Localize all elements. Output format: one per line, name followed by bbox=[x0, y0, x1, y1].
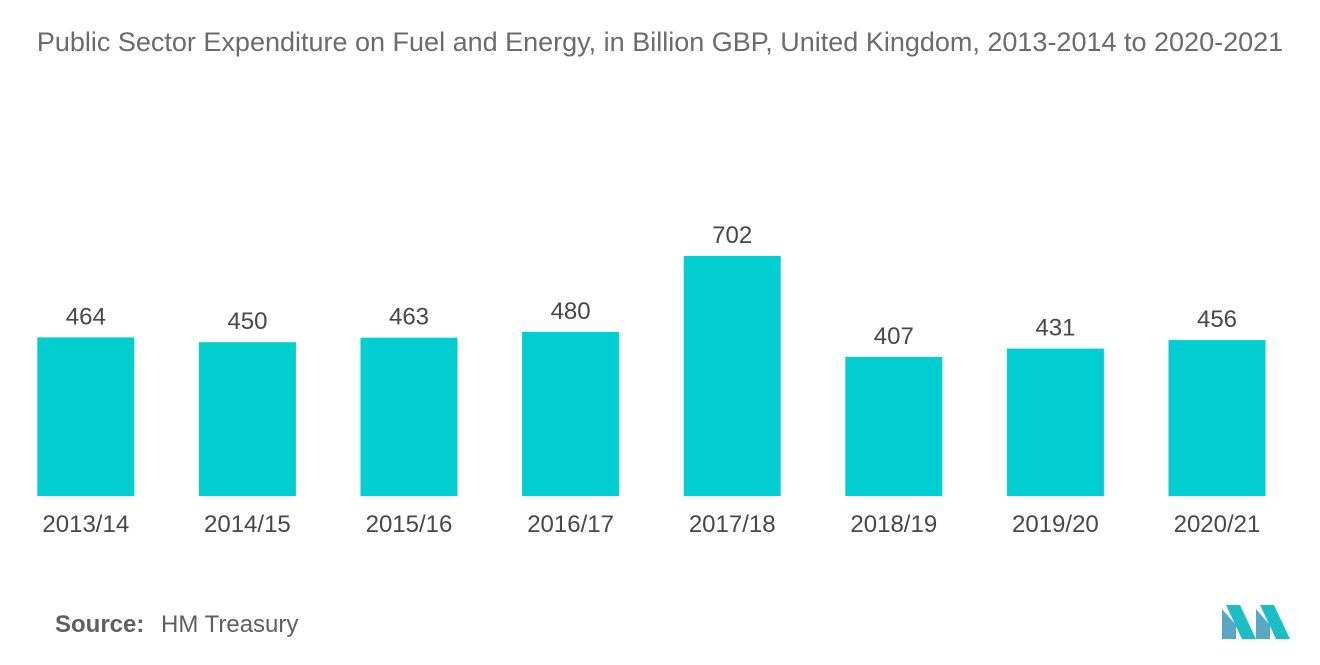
value-labels-layer: 464 450 463 480 702 407 431 456 bbox=[66, 222, 1237, 350]
source-value: HM Treasury bbox=[161, 611, 299, 638]
bar-2018/19 bbox=[845, 356, 943, 496]
bars-layer bbox=[37, 256, 1266, 496]
source-label: Source: bbox=[55, 611, 145, 638]
bar-2013/14 bbox=[37, 337, 135, 496]
bar-2020/21 bbox=[1168, 340, 1266, 496]
bar-2015/16 bbox=[360, 337, 458, 496]
bar-2019/20 bbox=[1006, 348, 1104, 496]
x-tick-label-2019/20: 2019/20 bbox=[1012, 511, 1099, 538]
bar-2016/17 bbox=[522, 331, 620, 496]
x-tick-label-2013/14: 2013/14 bbox=[42, 511, 129, 538]
data-label-2020/21: 456 bbox=[1197, 306, 1237, 333]
data-label-2017/18: 702 bbox=[712, 222, 752, 249]
mordor-intelligence-logo-icon bbox=[1222, 605, 1290, 639]
data-label-2019/20: 431 bbox=[1035, 315, 1075, 342]
x-tick-label-2015/16: 2015/16 bbox=[366, 511, 453, 538]
bar-2017/18 bbox=[683, 256, 781, 496]
bar-2014/15 bbox=[198, 342, 296, 496]
data-label-2014/15: 450 bbox=[227, 308, 267, 335]
x-tick-label-2020/21: 2020/21 bbox=[1174, 511, 1261, 538]
chart-title: Public Sector Expenditure on Fuel and En… bbox=[36, 27, 1284, 57]
data-label-2015/16: 463 bbox=[389, 304, 429, 331]
x-tick-label-2014/15: 2014/15 bbox=[204, 511, 291, 538]
x-tick-label-2018/19: 2018/19 bbox=[850, 511, 937, 538]
x-tick-labels-layer: 2013/14 2014/15 2015/16 2016/17 2017/18 2018/… bbox=[42, 511, 1260, 538]
source-note: Source: HM Treasury bbox=[55, 611, 298, 639]
data-label-2016/17: 480 bbox=[551, 298, 591, 325]
x-tick-label-2016/17: 2016/17 bbox=[527, 511, 614, 538]
x-tick-label-2017/18: 2017/18 bbox=[689, 511, 776, 538]
data-label-2013/14: 464 bbox=[66, 303, 106, 330]
data-label-2018/19: 407 bbox=[874, 323, 914, 350]
